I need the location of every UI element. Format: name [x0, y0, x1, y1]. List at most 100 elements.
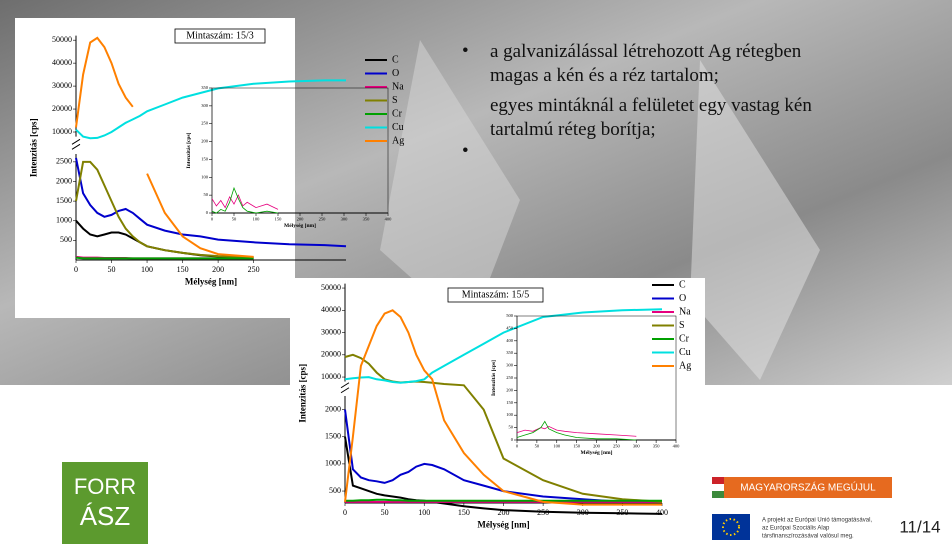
y-tick-label: 2500	[56, 157, 72, 166]
series-line	[344, 409, 662, 503]
y-tick-label: 1500	[325, 432, 341, 441]
series-line	[75, 256, 254, 260]
legend-label: C	[392, 54, 399, 65]
x-tick-label: 100	[141, 265, 153, 274]
chart-panel	[290, 278, 705, 526]
x-tick-label: 50	[381, 508, 389, 517]
legend-label: S	[392, 95, 398, 106]
axis-break	[71, 138, 81, 150]
x-tick-label: 250	[248, 265, 260, 274]
legend-label: O	[392, 68, 399, 79]
y-tick-label: 500	[60, 235, 72, 244]
banner-text: MAGYARORSZÁG MEGÚJUL	[740, 481, 876, 494]
x-tick-label: 50	[535, 444, 540, 449]
x-tick-label: 50	[232, 217, 237, 222]
y-tick-label: 300	[201, 103, 209, 108]
bullet: a galvanizálással létrehozott Ag rétegbe…	[490, 41, 802, 86]
y-tick-label: 50000	[321, 283, 341, 292]
y-tick-label: 40000	[52, 58, 72, 67]
x-tick-label: 200	[593, 444, 601, 449]
x-tick-label: 300	[341, 217, 349, 222]
crystal-shape	[380, 40, 520, 330]
y-axis-title: Intenzitás [cps]	[186, 132, 192, 168]
legend-label: Cu	[679, 347, 691, 358]
x-tick-label: 400	[385, 217, 393, 222]
eu-text: A projekt az Európai Unió támogatásával,	[762, 518, 872, 524]
x-tick-label: 0	[211, 217, 214, 222]
y-tick-label: 150	[201, 156, 209, 161]
legend-label: Ag	[679, 360, 691, 371]
bullet-mark: •	[462, 140, 469, 161]
x-tick-label: 250	[319, 217, 327, 222]
x-tick-label: 400	[673, 444, 681, 449]
logo: FORR ÁSZ	[62, 462, 148, 544]
x-tick-label: 100	[418, 508, 430, 517]
series-line	[75, 160, 254, 259]
series-line	[516, 420, 637, 441]
y-tick-label: 150	[506, 400, 514, 405]
y-tick-label: 1000	[325, 459, 341, 468]
x-tick-label: 350	[363, 217, 371, 222]
x-tick-label: 150	[275, 217, 283, 222]
y-tick-label: 50	[509, 425, 514, 430]
y-tick-label: 100	[506, 412, 514, 417]
y-tick-label: 40000	[321, 305, 341, 314]
series-line	[211, 186, 279, 214]
y-tick-label: 0	[206, 210, 209, 215]
series-line	[345, 498, 662, 502]
eu-text: az Európai Szociális Alap	[762, 526, 830, 532]
y-tick-label: 500	[506, 313, 514, 318]
chart-panel	[15, 18, 295, 318]
eu-block: A projekt az Európai Unió támogatásával,…	[712, 514, 872, 540]
x-axis-title: Mélység [nm]	[581, 450, 613, 456]
legend-label: Na	[679, 306, 691, 317]
x-tick-label: 200	[498, 508, 510, 517]
x-tick-label: 400	[656, 508, 668, 517]
y-tick-label: 10000	[321, 372, 341, 381]
y-tick-label: 30000	[321, 327, 341, 336]
series-line	[211, 194, 279, 210]
y-tick-label: 350	[201, 85, 209, 90]
y-tick-label: 450	[506, 325, 514, 330]
crystal-shape	[690, 60, 820, 380]
bullet: egyes mintáknál a felületet egy vastag k…	[490, 95, 812, 140]
bullet-list: a galvanizálással létrehozott Ag rétegbe…	[490, 40, 870, 142]
x-tick-label: 0	[74, 265, 78, 274]
y-tick-label: 1000	[56, 216, 72, 225]
legend-label: O	[679, 293, 686, 304]
y-tick-label: 250	[201, 121, 209, 126]
axis-break	[340, 382, 350, 394]
y-tick-label: 50	[204, 192, 209, 197]
x-tick-label: 350	[653, 444, 661, 449]
y-tick-label: 50000	[52, 35, 72, 44]
y-tick-label: 100	[201, 174, 209, 179]
y-tick-label: 350	[506, 350, 514, 355]
hungary-banner: MAGYARORSZÁG MEGÚJUL	[712, 477, 892, 498]
series-line	[344, 309, 662, 506]
series-line	[75, 157, 347, 248]
y-tick-label: 400	[506, 338, 514, 343]
y-tick-label: 2000	[56, 176, 72, 185]
legend-label: Cu	[392, 122, 404, 133]
legend-label: Ag	[392, 135, 404, 146]
y-tick-label: 30000	[52, 81, 72, 90]
series-line	[516, 425, 637, 437]
series-line	[344, 308, 663, 384]
bullet-mark: •	[462, 40, 469, 61]
x-tick-label: 100	[553, 444, 561, 449]
y-tick-label: 250	[506, 375, 514, 380]
series-line	[75, 36, 254, 258]
y-tick-label: 0	[511, 437, 514, 442]
y-tick-label: 20000	[52, 104, 72, 113]
annotation-box	[174, 28, 266, 44]
x-tick-label: 300	[633, 444, 641, 449]
annotation-box	[447, 287, 544, 303]
y-tick-label: 200	[201, 139, 209, 144]
x-tick-label: 50	[108, 265, 116, 274]
legend-label: Cr	[392, 108, 403, 119]
logo-text: ÁSZ	[80, 501, 131, 531]
y-tick-label: 500	[329, 486, 341, 495]
legend-label: C	[679, 279, 686, 290]
x-tick-label: 250	[613, 444, 621, 449]
x-axis-title: Mélység [nm]	[284, 223, 316, 229]
